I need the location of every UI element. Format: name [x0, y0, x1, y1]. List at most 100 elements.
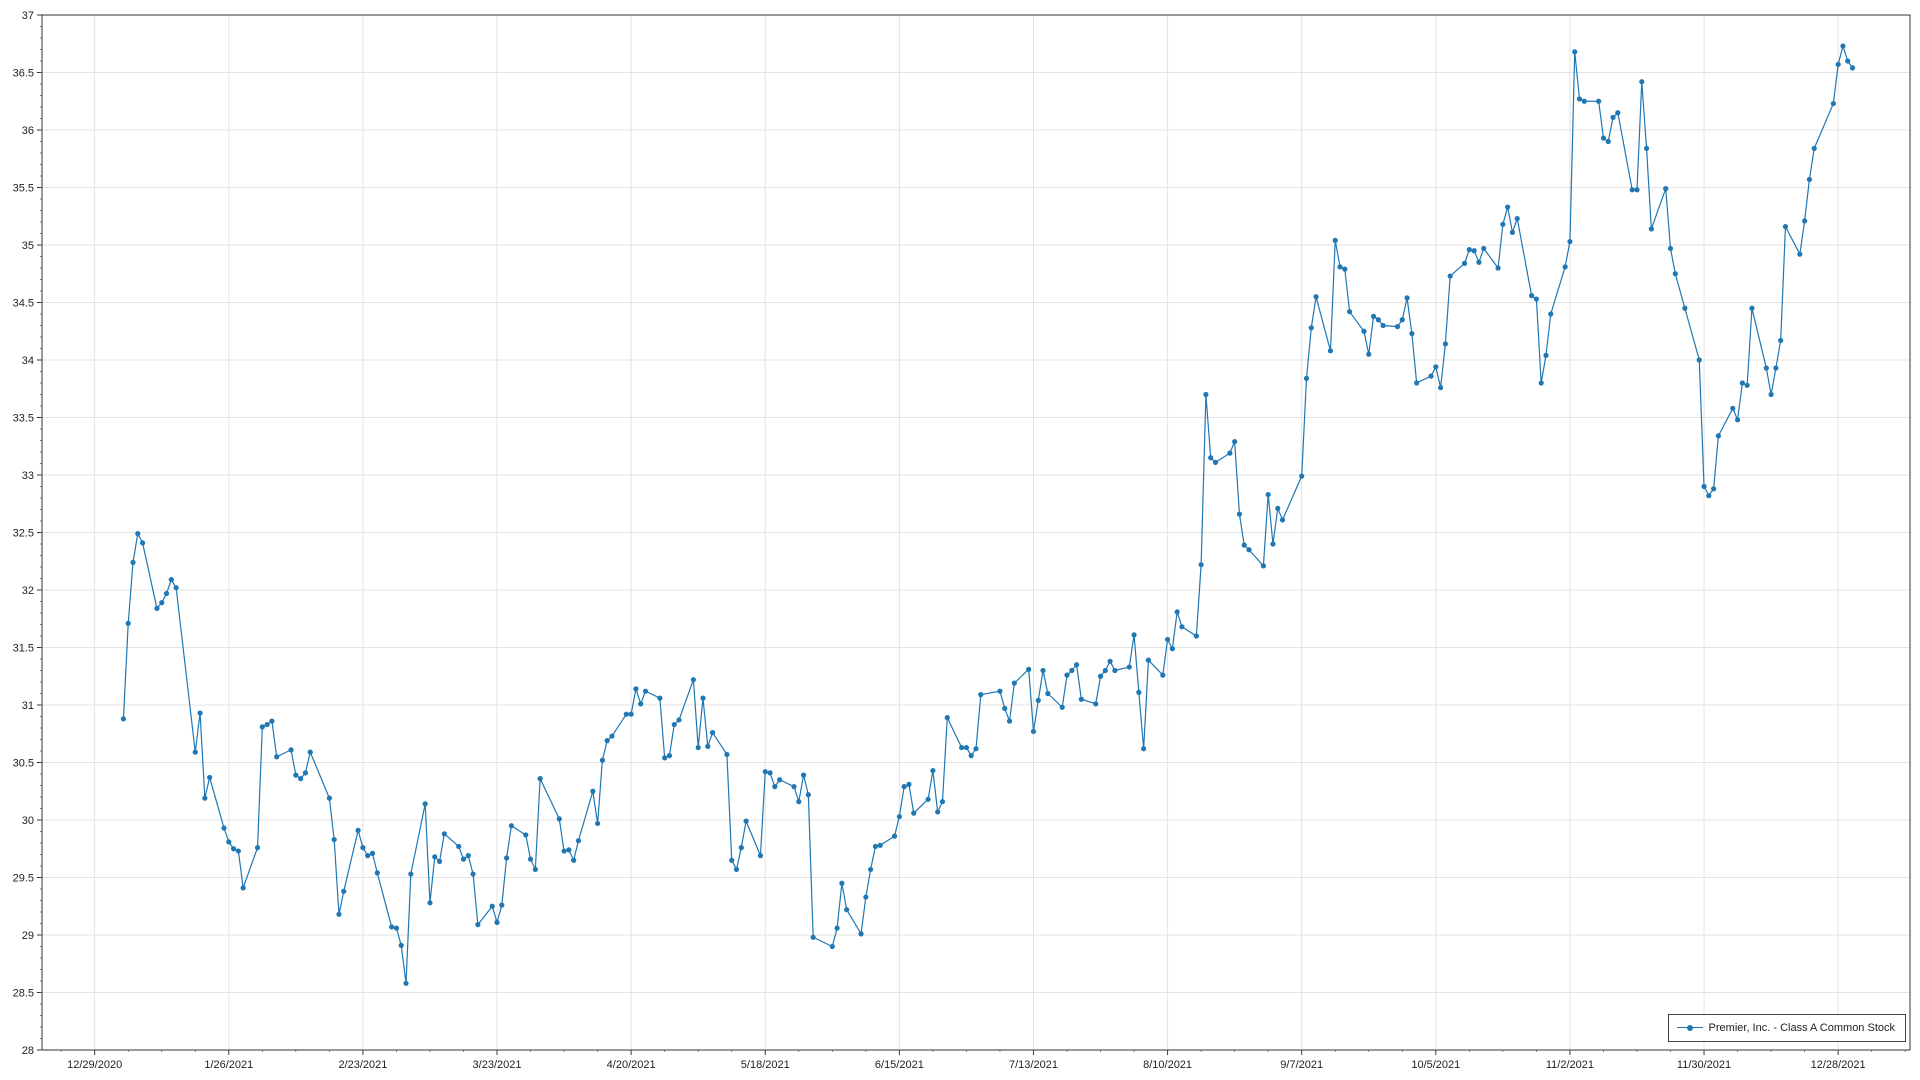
- data-point: [288, 747, 294, 753]
- data-point: [1380, 322, 1386, 329]
- data-point: [1246, 547, 1252, 553]
- data-point: [1078, 696, 1084, 702]
- series-group: [120, 43, 1856, 986]
- data-point: [398, 942, 404, 948]
- data-point: [1835, 61, 1841, 68]
- data-point: [695, 744, 701, 751]
- data-point: [1773, 365, 1779, 371]
- data-point: [1112, 667, 1118, 674]
- y-tick-label: 34: [22, 355, 34, 367]
- data-point: [1548, 311, 1554, 317]
- data-point: [1605, 138, 1611, 145]
- data-point: [365, 853, 371, 859]
- data-point: [1303, 375, 1310, 381]
- data-point: [427, 900, 433, 906]
- data-point: [1347, 309, 1353, 315]
- data-point: [858, 931, 864, 937]
- data-point: [633, 686, 639, 692]
- data-point: [1696, 357, 1702, 363]
- data-point: [1811, 145, 1817, 151]
- data-point: [743, 818, 749, 824]
- data-point: [1581, 98, 1587, 104]
- data-point: [1802, 218, 1808, 224]
- data-point: [844, 907, 850, 913]
- data-point: [259, 724, 265, 730]
- data-point: [1643, 145, 1650, 151]
- data-point: [1849, 65, 1856, 71]
- data-point: [1845, 58, 1851, 64]
- data-point: [963, 744, 970, 751]
- data-point: [1313, 294, 1319, 300]
- data-point: [590, 788, 596, 794]
- data-point: [1399, 317, 1405, 323]
- y-tick-label: 32: [22, 585, 34, 597]
- data-point: [1136, 689, 1142, 695]
- data-point: [432, 854, 438, 860]
- data-point: [1840, 43, 1846, 49]
- data-point: [1830, 100, 1836, 107]
- data-point: [1241, 542, 1247, 548]
- data-point: [800, 772, 807, 778]
- y-tick-label: 35: [22, 240, 34, 252]
- y-tick-label: 30.5: [13, 758, 34, 770]
- data-point: [221, 825, 227, 831]
- data-point: [1514, 215, 1520, 222]
- data-point: [1279, 517, 1286, 523]
- data-point: [1409, 330, 1415, 337]
- data-point: [422, 801, 428, 807]
- data-point: [139, 540, 146, 546]
- data-point: [1782, 224, 1789, 230]
- data-point: [489, 903, 495, 909]
- data-point: [523, 832, 529, 838]
- data-point: [1567, 238, 1573, 245]
- data-point: [935, 809, 941, 815]
- data-point: [1040, 667, 1046, 674]
- data-point: [130, 559, 136, 566]
- y-tick-label: 33.5: [13, 413, 34, 425]
- data-point: [623, 711, 629, 717]
- x-tick-label: 9/7/2021: [1280, 1059, 1323, 1071]
- y-tick-label: 29: [22, 930, 34, 942]
- data-point: [796, 799, 802, 805]
- data-point: [1265, 491, 1271, 498]
- data-point: [1730, 405, 1736, 411]
- data-point: [456, 843, 462, 850]
- x-tick-label: 3/23/2021: [473, 1059, 522, 1071]
- x-tick-label: 4/20/2021: [607, 1059, 656, 1071]
- data-point: [1404, 295, 1410, 301]
- data-point: [1538, 380, 1544, 386]
- data-point: [1260, 563, 1266, 569]
- data-point: [1529, 293, 1535, 299]
- data-point: [1533, 296, 1539, 302]
- data-point: [676, 717, 682, 723]
- data-point: [293, 772, 299, 778]
- y-tick-label: 34.5: [13, 298, 34, 310]
- data-point: [1275, 505, 1281, 511]
- data-point: [868, 866, 874, 873]
- x-tick-label: 7/13/2021: [1009, 1059, 1058, 1071]
- data-point: [906, 781, 912, 787]
- data-point: [374, 870, 380, 876]
- data-point: [877, 842, 883, 848]
- data-point: [1059, 704, 1065, 710]
- data-point: [159, 600, 165, 606]
- data-point: [911, 810, 917, 816]
- data-point: [269, 718, 275, 724]
- data-point: [791, 784, 797, 790]
- data-point: [1471, 248, 1477, 254]
- x-tick-label: 10/5/2021: [1411, 1059, 1460, 1071]
- data-point: [810, 934, 816, 940]
- y-tick-label: 28: [22, 1045, 34, 1057]
- data-point: [436, 858, 443, 865]
- data-point: [1806, 176, 1813, 183]
- data-point: [465, 853, 471, 859]
- data-point: [777, 777, 783, 783]
- data-point: [1442, 341, 1448, 347]
- data-point: [1394, 324, 1401, 330]
- data-point: [944, 715, 950, 721]
- data-point: [460, 856, 467, 862]
- y-tick-label: 31: [22, 700, 34, 712]
- x-tick-label: 11/30/2021: [1677, 1059, 1731, 1071]
- data-point: [968, 753, 974, 759]
- data-point: [1701, 483, 1707, 490]
